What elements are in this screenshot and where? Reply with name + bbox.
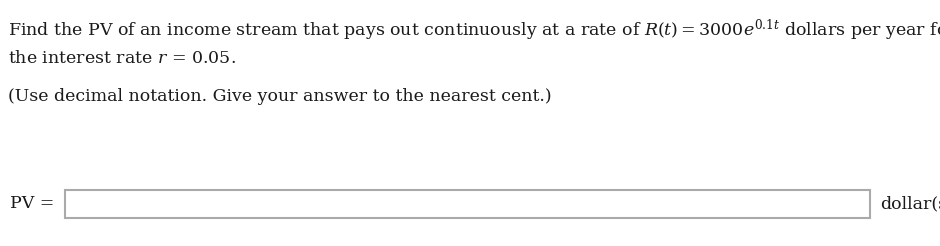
Text: Find the PV of an income stream that pays out continuously at a rate of $R(t) = : Find the PV of an income stream that pay… xyxy=(8,18,940,43)
FancyBboxPatch shape xyxy=(65,190,870,218)
Text: dollar(s): dollar(s) xyxy=(880,196,940,213)
Text: PV =: PV = xyxy=(10,196,55,213)
Text: the interest rate $r$ = 0.05.: the interest rate $r$ = 0.05. xyxy=(8,50,236,67)
Text: (Use decimal notation. Give your answer to the nearest cent.): (Use decimal notation. Give your answer … xyxy=(8,88,552,105)
